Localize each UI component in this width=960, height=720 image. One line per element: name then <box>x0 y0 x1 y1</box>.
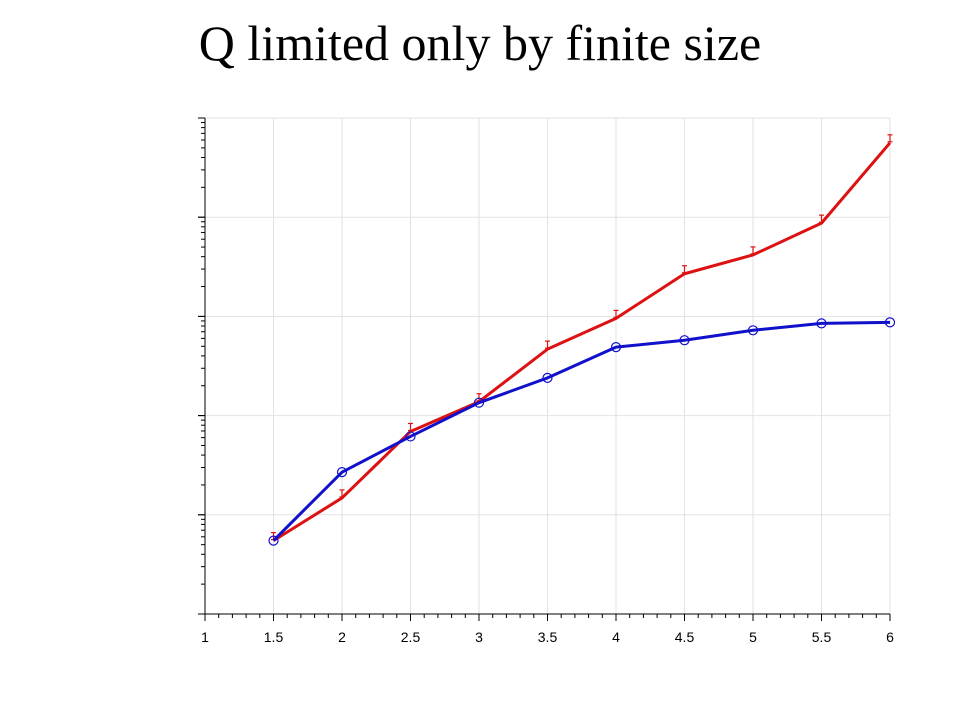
x-tick-label: 2.5 <box>401 629 421 645</box>
x-tick-label: 4.5 <box>675 629 695 645</box>
x-tick-label: 2 <box>338 629 346 645</box>
x-tick-label: 1 <box>201 629 209 645</box>
error-bar-marker <box>819 214 824 223</box>
error-bar-marker <box>613 309 619 318</box>
data-point <box>679 335 690 346</box>
data-point <box>473 397 485 408</box>
series-line <box>272 320 891 542</box>
x-tick-label: 3 <box>475 629 483 645</box>
x-tick-label: 3.5 <box>538 629 558 645</box>
x-tick-label: 5.5 <box>812 629 832 645</box>
series-layer <box>268 134 896 546</box>
grid-lines <box>205 117 891 614</box>
error-bar-marker <box>408 422 413 432</box>
error-bar-marker <box>545 340 550 349</box>
error-bar-marker <box>339 489 345 498</box>
x-tick-label: 1.5 <box>264 629 284 645</box>
series-2 <box>268 317 896 546</box>
data-point <box>336 467 348 478</box>
data-point <box>610 342 622 353</box>
x-tick-label: 6 <box>886 629 894 645</box>
data-point <box>747 325 759 336</box>
error-bar-marker <box>887 134 893 143</box>
x-tick-label: 5 <box>749 629 757 645</box>
axes <box>198 117 891 621</box>
data-point <box>268 535 279 546</box>
error-bar-marker <box>750 246 756 255</box>
error-bar-marker <box>682 265 687 274</box>
data-point <box>542 372 553 384</box>
series-1 <box>271 134 893 542</box>
x-tick-label: 4 <box>612 629 620 645</box>
data-point <box>816 318 827 329</box>
data-point <box>405 431 416 442</box>
data-point <box>884 317 896 328</box>
series-line <box>272 141 892 542</box>
x-tick-labels: 1 1.5 2 2.5 3 3.5 4 4.5 5 5.5 6 <box>201 629 894 645</box>
page-title: Q limited only by finite size <box>198 15 762 71</box>
